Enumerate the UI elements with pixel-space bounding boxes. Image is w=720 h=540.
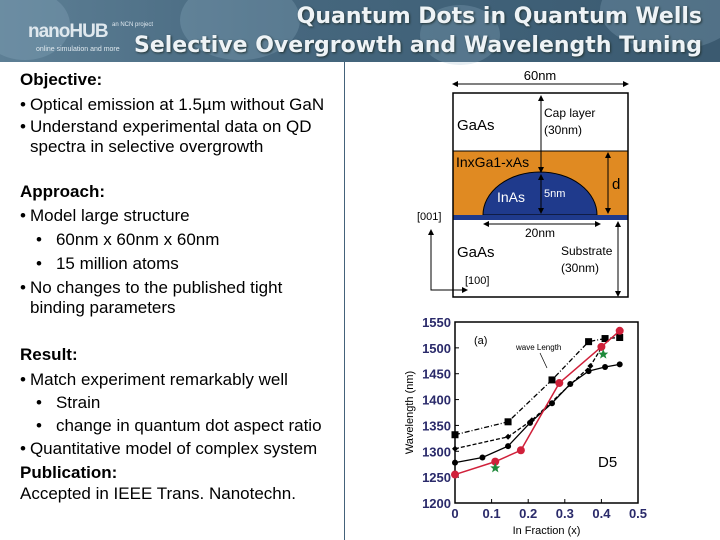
data-point-circle (452, 459, 458, 466)
x-tick-label: 0.1 (483, 506, 501, 521)
wetting-layer (453, 215, 628, 220)
data-point-circle (491, 457, 500, 466)
data-point-circle (602, 363, 609, 370)
series-line (454, 363, 620, 464)
result-subitem: Strain (36, 393, 100, 412)
data-point-circle (479, 454, 486, 461)
slide-title-line2: Selective Overgrowth and Wavelength Tuni… (133, 33, 702, 58)
data-point-circle (451, 470, 459, 479)
result-subitem: change in quantum dot aspect ratio (36, 416, 322, 435)
data-point-circle (548, 400, 555, 407)
approach-heading: Approach: (20, 182, 105, 201)
objective-heading: Objective: (20, 70, 103, 89)
data-point-circle (616, 361, 623, 368)
approach-item-cont: binding parameters (30, 298, 176, 317)
header-banner: nanoHUB online simulation and more an NC… (0, 0, 720, 65)
x-tick-label: 0.3 (556, 506, 574, 521)
data-point-square (451, 431, 459, 439)
data-point-star (598, 349, 609, 359)
publication-heading: Publication: (20, 463, 118, 482)
series-line (454, 330, 621, 476)
inset-label: D5 (598, 454, 617, 471)
x-tick-label: 0.5 (629, 506, 647, 521)
cap-thickness-label: (30nm) (544, 123, 582, 137)
data-point-circle (505, 443, 512, 450)
structure-box (452, 92, 629, 298)
slide-title-line1: Quantum Dots in Quantum Wells (296, 4, 702, 29)
column-divider (344, 62, 345, 540)
data-point-square (616, 334, 624, 342)
data-point-diamond (587, 362, 594, 369)
dot-material-label: InAs (497, 189, 525, 205)
result-item: Match experiment remarkably well (20, 370, 288, 389)
publication-text: Accepted in IEEE Trans. Nanotechn. (20, 484, 296, 503)
approach-subitem: 15 million atoms (36, 254, 179, 273)
data-point-square (548, 376, 556, 384)
annotation-label: wave Length (515, 343, 561, 352)
dot-height-label: 5nm (544, 188, 565, 200)
x-axis-label: In Fraction (x) (513, 525, 581, 537)
y-tick-label: 1350 (422, 418, 451, 433)
data-point-diamond (505, 433, 512, 440)
x-tick-label: 0 (451, 506, 458, 521)
data-point-diamond (452, 445, 458, 452)
axis-100-label: [100] (465, 275, 489, 287)
y-axis-label: Wavelength (nm) (404, 371, 416, 454)
axes-arrows (428, 229, 468, 293)
x-tick-label: 0.2 (519, 506, 537, 521)
cap-layer-label: Cap layer (544, 106, 595, 120)
result-item: Quantitative model of complex system (20, 439, 317, 458)
width-label: 60nm (524, 68, 557, 83)
substrate-label: Substrate (561, 244, 613, 258)
nanohub-logo[interactable]: nanoHUB (28, 21, 109, 42)
logo-tagline: online simulation and more (36, 46, 120, 53)
ncn-logo: an NCN project (112, 22, 154, 28)
y-tick-label: 1300 (422, 444, 451, 459)
data-point-square (585, 338, 593, 346)
objective-item: Understand experimental data on QD (20, 117, 312, 136)
well-material-label: InxGa1-xAs (456, 154, 529, 170)
approach-item: No changes to the published tight (20, 278, 282, 297)
panel-label: (a) (474, 335, 487, 347)
result-heading: Result: (20, 345, 78, 364)
data-point-circle (597, 342, 606, 351)
data-point-circle (555, 379, 564, 388)
substrate-thickness-label: (30nm) (561, 261, 599, 275)
data-point-circle (567, 381, 574, 388)
data-point-circle (585, 368, 592, 375)
dot-base-label: 20nm (525, 226, 555, 240)
approach-item: Model large structure (20, 206, 190, 225)
y-tick-label: 1500 (422, 341, 451, 356)
x-tick-label: 0.4 (592, 506, 611, 521)
y-tick-label: 1200 (422, 496, 451, 511)
data-point-star (490, 462, 501, 473)
data-point-circle (527, 419, 534, 426)
annotation-pointer (539, 352, 548, 369)
well-thickness-label: d (612, 176, 620, 193)
series-line (454, 347, 602, 450)
data-point-square (601, 335, 609, 343)
objective-item-cont: spectra in selective overgrowth (30, 137, 264, 156)
data-point-square (504, 418, 512, 426)
y-tick-label: 1550 (422, 315, 451, 330)
axis-001-label: [001] (417, 211, 441, 223)
data-point-circle (615, 326, 624, 335)
y-tick-label: 1250 (422, 470, 451, 485)
approach-subitem: 60nm x 60nm x 60nm (36, 230, 219, 249)
data-point-circle (516, 446, 525, 455)
y-tick-label: 1450 (422, 367, 451, 382)
cap-material-label: GaAs (457, 117, 495, 134)
plot-frame (454, 321, 639, 504)
y-tick-label: 1400 (422, 393, 451, 408)
objective-item: Optical emission at 1.5µm without GaN (20, 95, 324, 114)
